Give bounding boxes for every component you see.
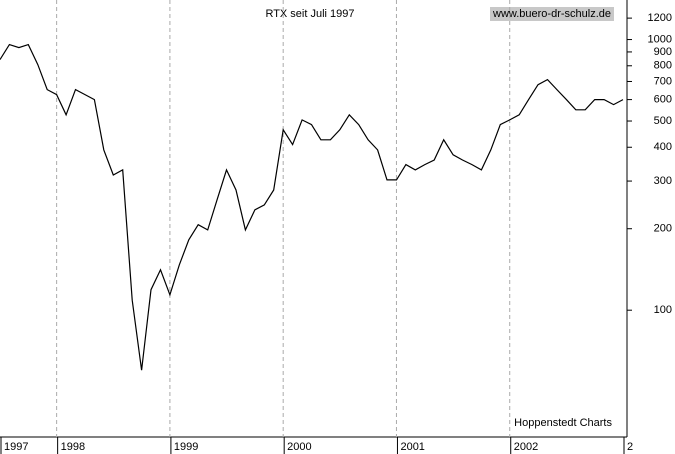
source-box [490, 7, 614, 21]
chart-title: RTX seit Juli 1997 [265, 8, 354, 20]
x-tick-label: 1999 [174, 441, 198, 453]
y-tick-label: 600 [654, 93, 672, 105]
x-tick-label: 2 [627, 441, 633, 453]
price-line [0, 43, 624, 371]
y-tick-label: 300 [654, 175, 672, 187]
x-tick-label: 2000 [287, 441, 311, 453]
x-tick-label: 1998 [61, 441, 85, 453]
x-tick-label: 2002 [514, 441, 538, 453]
x-tick-label: 2001 [400, 441, 424, 453]
x-tick-label: 1997 [4, 441, 28, 453]
y-tick-label: 1000 [648, 33, 672, 45]
y-tick-label: 400 [654, 141, 672, 153]
y-tick-label: 500 [654, 115, 672, 127]
y-tick-label: 700 [654, 75, 672, 87]
y-tick-label: 800 [654, 60, 672, 72]
y-tick-label: 1200 [648, 12, 672, 24]
credit: Hoppenstedt Charts [514, 417, 612, 429]
y-tick-label: 900 [654, 46, 672, 58]
y-tick-label: 100 [654, 304, 672, 316]
y-tick-label: 200 [654, 223, 672, 235]
source: www.buero-dr-schulz.de [492, 8, 611, 20]
